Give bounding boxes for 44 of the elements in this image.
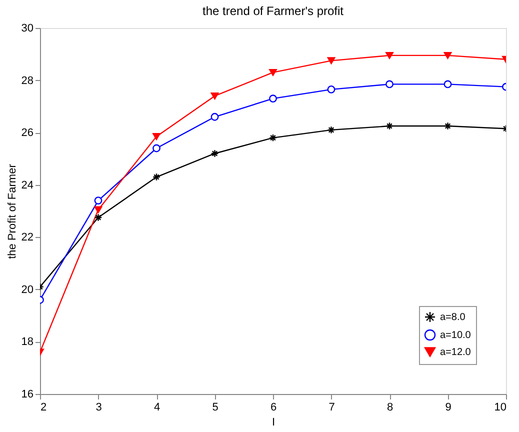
x-tick-label: 3 bbox=[96, 402, 102, 414]
point bbox=[152, 132, 160, 140]
point bbox=[152, 173, 160, 181]
y-axis-title: the Profit of Farmer bbox=[6, 164, 18, 259]
point bbox=[94, 214, 102, 222]
point bbox=[210, 150, 219, 158]
point bbox=[444, 122, 452, 130]
legend-label: a=10.0 bbox=[440, 330, 472, 341]
chart-title: the trend of Farmer's profit bbox=[202, 4, 344, 18]
y-tick-label: 18 bbox=[21, 336, 34, 348]
y-tick-label: 22 bbox=[21, 232, 34, 244]
point bbox=[152, 144, 160, 152]
y-tick-label: 26 bbox=[21, 127, 34, 140]
x-tick-label: 2 bbox=[40, 402, 47, 414]
x-tick-label: 8 bbox=[386, 402, 394, 414]
point bbox=[444, 80, 452, 88]
point bbox=[94, 196, 102, 204]
y-tick-label: 30 bbox=[21, 22, 34, 34]
y-tick-label: 28 bbox=[21, 74, 34, 87]
point bbox=[327, 57, 336, 64]
x-axis-title: I bbox=[272, 416, 276, 428]
point bbox=[386, 122, 394, 130]
point bbox=[269, 68, 277, 76]
point bbox=[386, 80, 394, 88]
point bbox=[327, 126, 336, 134]
x-tick-label: 6 bbox=[270, 402, 277, 414]
point bbox=[386, 52, 394, 59]
x-tick-label: 9 bbox=[445, 402, 452, 414]
point bbox=[269, 134, 277, 142]
y-tick-label: 16 bbox=[21, 388, 34, 400]
y-tick-label: 20 bbox=[21, 284, 34, 296]
x-tick-label: 7 bbox=[328, 402, 335, 414]
x-tick-label: 5 bbox=[212, 402, 218, 414]
point bbox=[210, 112, 219, 121]
point bbox=[210, 92, 219, 100]
point bbox=[94, 206, 102, 214]
point bbox=[327, 85, 336, 94]
x-tick-label: 10 bbox=[494, 402, 506, 414]
point bbox=[444, 52, 452, 59]
x-tick-label: 4 bbox=[154, 402, 160, 414]
point bbox=[269, 94, 277, 103]
legend-label: a=8.0 bbox=[440, 312, 466, 323]
legend-label: a=12.0 bbox=[440, 347, 472, 358]
y-tick-label: 24 bbox=[21, 179, 34, 192]
